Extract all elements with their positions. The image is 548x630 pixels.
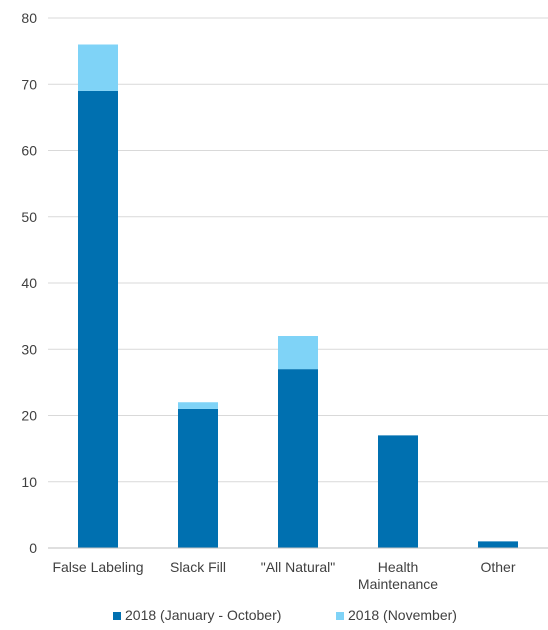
legend-label: 2018 (January - October)	[125, 607, 281, 623]
x-axis-category-labels: False Labeling Slack Fill "All Natural" Hea…	[52, 559, 515, 592]
bar-jan-oct	[278, 369, 318, 548]
y-tick-label: 70	[21, 76, 37, 92]
x-category-label: "All Natural"	[261, 559, 336, 575]
y-tick-label: 40	[21, 275, 37, 291]
y-tick-label: 0	[29, 540, 37, 556]
x-category-label: False Labeling	[52, 559, 143, 575]
bar-november	[78, 44, 118, 91]
x-category-label: Other	[480, 559, 515, 575]
bar-jan-oct	[478, 541, 518, 548]
bar-jan-oct	[178, 408, 218, 548]
y-axis-tick-labels: 0 10 20 30 40 50 60 70 80	[21, 10, 37, 556]
y-tick-label: 10	[21, 474, 37, 490]
bar-november	[178, 402, 218, 409]
bar-jan-oct	[78, 90, 118, 548]
y-tick-label: 60	[21, 143, 37, 159]
legend-label: 2018 (November)	[348, 607, 457, 623]
legend-swatch	[113, 612, 121, 620]
legend: 2018 (January - October) 2018 (November)	[113, 607, 457, 623]
bars	[78, 44, 518, 548]
y-tick-label: 30	[21, 341, 37, 357]
y-tick-label: 20	[21, 408, 37, 424]
y-tick-label: 80	[21, 10, 37, 26]
x-category-label: Health Maintenance	[358, 559, 438, 592]
x-category-label: Slack Fill	[170, 559, 226, 575]
bar-jan-oct	[378, 435, 418, 548]
legend-swatch	[336, 612, 344, 620]
y-tick-label: 50	[21, 209, 37, 225]
bar-november	[278, 336, 318, 370]
